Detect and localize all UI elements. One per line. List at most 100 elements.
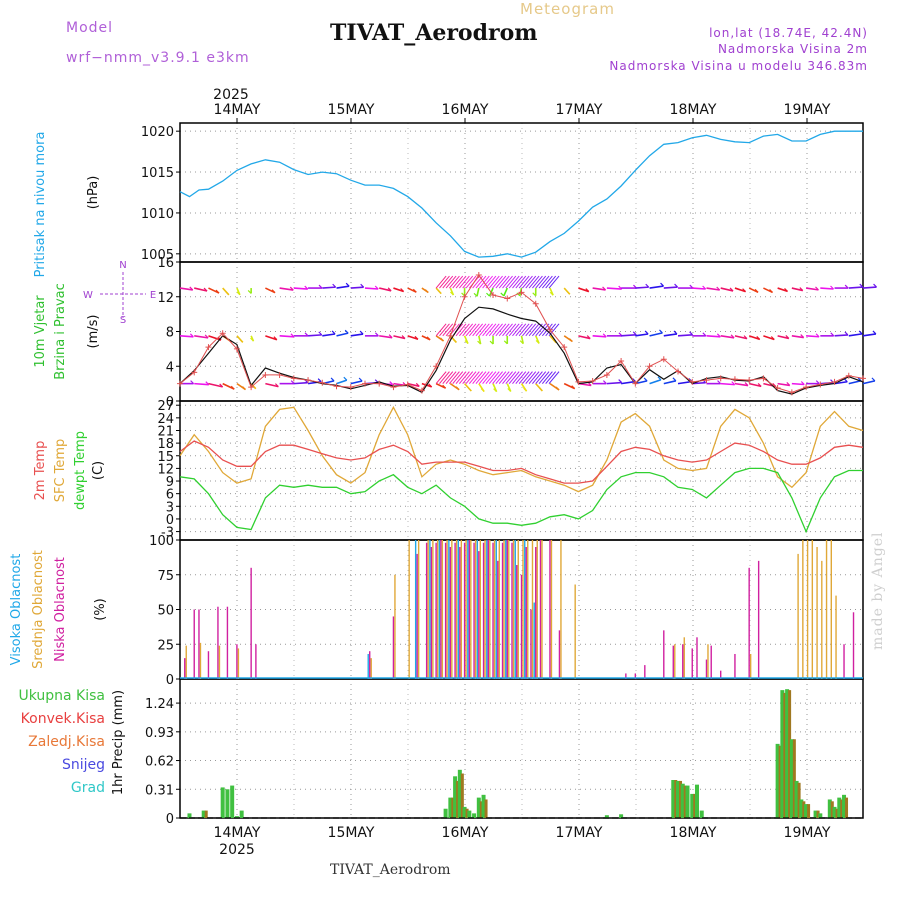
wind-barb [364,287,379,290]
bottom-title: TIVAT_Aerodrom [330,862,451,878]
precip-total-bar [690,793,695,818]
top-day-label: 14MAY [214,102,261,118]
precip-convective-bar [479,801,483,818]
wind-barb-tick [426,336,431,341]
precip-total-bar [225,789,230,818]
wind-barb-tick [374,332,379,337]
wind-gust-marker [717,375,724,382]
cloud-mid-axis-title: Srednja Oblacnost [31,550,46,669]
wind-barb-tick [602,333,607,338]
wind-barb-tick [549,291,554,296]
wind-barb-tick [452,339,457,343]
wind-barb-tick [250,337,254,342]
top-day-label: 19MAY [784,102,831,118]
wind-barb-tick [516,292,521,297]
wind-barb [663,380,677,385]
wind-hatch [515,275,527,289]
wind-hatch [488,323,500,337]
compass-cross [100,272,146,318]
wind-barb [806,335,820,338]
wind-hatch [492,275,503,289]
wind-gust-marker [731,376,738,383]
wind-barb [677,334,693,337]
precip-total-bar [799,799,804,818]
wind-hatch [475,371,487,384]
temperature-ytick-label: 15 [157,450,174,465]
wind-barb [208,287,220,294]
wind-hatch [528,371,540,384]
wind-barb-tick [271,289,276,294]
cloud-ytick-label: 25 [157,638,174,653]
wind-barb-tick [317,378,322,383]
wind-hatch [525,275,537,289]
wind-barb-tick [568,338,573,342]
wind-barb [635,286,649,289]
wind-barb [805,287,819,291]
wind-barb-tick [784,287,788,292]
wind-hatch [492,371,503,384]
wind-barb-tick [645,283,650,288]
wind-hatch [508,275,520,289]
wind-hatch [462,371,474,384]
wind-barb [308,334,322,337]
wind-gust-marker [475,272,482,279]
precip-total-bar [481,794,486,818]
wind-barb-tick [203,287,208,292]
wind-gust-marker [603,371,610,378]
pressure-ytick-label: 1005 [141,248,174,263]
credit-text: made by Angel [870,531,886,651]
wind-barb [222,382,235,390]
wind-hatch [498,323,510,337]
wind-barb-tick [800,381,805,385]
wind-barb-tick [702,285,707,290]
dewpt-axis-title: dewpt Temp [73,431,88,510]
wind-barb-tick [360,283,365,288]
precip-total-bar [230,785,235,818]
meteogram-label: Meteogram [520,0,615,18]
temp-units-label: (C) [91,461,106,480]
wind-hatch [458,371,470,384]
wind-hatch [468,323,480,337]
precip-convective-bar [840,799,844,818]
temperature-ytick-label: 12 [157,462,174,477]
precip-total-bar [201,810,206,818]
wind-gust-marker [831,378,838,385]
wind-barb-tick [190,380,195,385]
wind-barb-tick [657,376,662,381]
wind-barb [606,287,622,290]
wind-barb-tick [571,385,576,390]
precip-total-bar [775,743,780,818]
sfc-axis-title: SFC Temp [53,439,68,503]
wind-hatch [522,371,533,384]
cloud-units-label: (%) [93,598,108,621]
wind-barb [379,335,393,339]
wind-gust-marker [689,378,696,385]
wind-barb [265,335,278,341]
wind-barb [194,287,208,292]
wind-hatch [442,275,454,289]
wind-hatch [458,275,470,289]
wind-barb-tick [415,382,420,387]
precip-convective-bar [683,785,687,818]
precip-convective-bar [783,692,787,818]
wind-barb [322,286,336,289]
precip-total-bar [780,690,785,818]
wind-barb-tick [535,340,540,344]
wind-barb-tick [414,335,419,340]
temperature-ytick-label: 18 [157,437,174,452]
wind-hatch [535,323,547,337]
wind-hatch [528,275,540,289]
precip-legend-item: Zaledj.Kisa [28,734,105,750]
page-title: TIVAT_Aerodrom [330,20,538,46]
wind-barb [706,335,721,338]
wind-barb-tick [858,330,863,335]
temperature-ytick-label: 3 [166,500,174,515]
wind-hatch [435,323,447,337]
wind-hatch [482,323,493,337]
temperature-ytick-label: -3 [161,526,174,541]
wind-barb-tick [215,289,220,294]
wind-barb-tick [230,385,235,390]
wind-hatch [435,371,447,384]
wind-barb [293,287,308,290]
wind-gust-marker [219,330,226,337]
